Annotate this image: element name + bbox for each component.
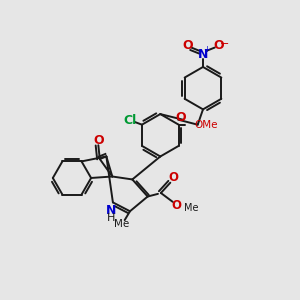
Text: N: N <box>106 204 117 217</box>
Text: Cl: Cl <box>123 114 136 127</box>
Text: H: H <box>107 213 116 223</box>
Text: +: + <box>203 45 210 54</box>
Text: O: O <box>93 134 104 147</box>
Text: Me: Me <box>184 203 198 213</box>
Text: −: − <box>220 39 230 49</box>
Text: OMe: OMe <box>194 120 218 130</box>
Text: O: O <box>213 39 224 52</box>
Text: O: O <box>175 111 186 124</box>
Text: O: O <box>182 39 193 52</box>
Text: O: O <box>169 172 179 184</box>
Text: N: N <box>198 48 208 61</box>
Text: Me: Me <box>114 219 129 229</box>
Text: O: O <box>171 199 181 212</box>
